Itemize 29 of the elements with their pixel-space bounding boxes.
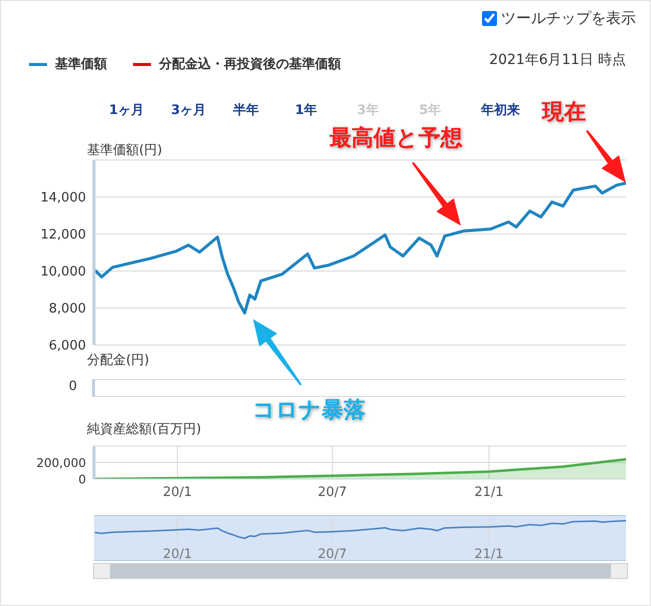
x-tick-label: 20/7 — [318, 547, 347, 562]
x-tick-label: 20/7 — [318, 485, 347, 500]
y-tick-label: 200,000 — [36, 456, 86, 470]
y-tick-label: 8,000 — [48, 302, 86, 317]
y-tick-label: 12,000 — [40, 228, 86, 243]
y-axis-title: 純資産総額(百万円) — [87, 421, 202, 438]
text: 現在 — [542, 100, 586, 125]
text: 年初来 — [481, 102, 521, 119]
line-series — [94, 182, 626, 314]
legend-label: 基準価額 — [54, 56, 107, 73]
legend-label: 分配金込・再投資後の基準価額 — [158, 56, 341, 73]
text: 半年 — [233, 102, 260, 119]
y-axis-title: 基準価額(円) — [87, 142, 162, 159]
y-tick-label: 10,000 — [40, 264, 86, 280]
text: 3ヶ月 — [171, 102, 208, 119]
x-tick-label: 20/1 — [162, 547, 192, 562]
x-tick-label: 20/1 — [162, 485, 192, 500]
text: ツールチップを表示 — [500, 9, 636, 28]
x-tick-label: 21/1 — [474, 547, 504, 562]
text: 2021年6月11日 時点 — [489, 51, 626, 69]
text: コロナ暴落 — [252, 397, 366, 425]
y-tick-label: 14,000 — [40, 190, 86, 206]
text: 1年 — [295, 102, 318, 119]
y-tick-label: 6,000 — [48, 338, 86, 354]
text: 最高値と予想 — [328, 124, 464, 153]
y-tick-label: 0 — [78, 472, 86, 486]
x-tick-label: 21/1 — [474, 485, 504, 500]
text: 1ヶ月 — [109, 102, 146, 119]
text: 分配金(円) — [87, 352, 150, 369]
